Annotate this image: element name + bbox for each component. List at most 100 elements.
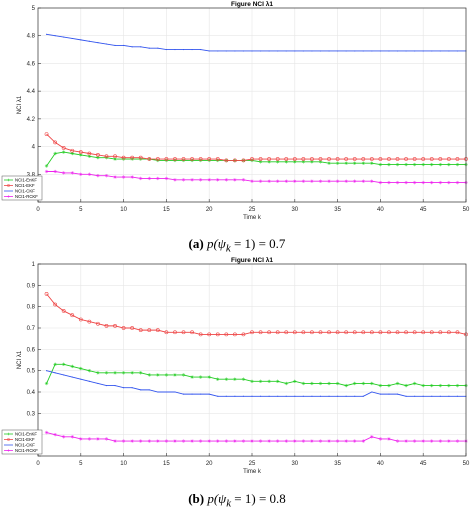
legend-label: NCI1-EnKF <box>15 178 37 183</box>
data-point <box>200 49 202 51</box>
data-point <box>344 161 348 165</box>
data-point <box>422 395 424 397</box>
data-point <box>53 151 57 156</box>
data-point <box>173 157 177 161</box>
data-point <box>79 172 83 176</box>
data-point <box>446 157 451 161</box>
data-point <box>61 435 66 439</box>
data-point <box>318 179 323 183</box>
data-point <box>104 323 109 328</box>
x-tick-label: 15 <box>163 461 170 467</box>
data-point <box>412 157 417 161</box>
y-tick-label: 5 <box>32 6 36 12</box>
data-point <box>181 373 186 377</box>
data-point <box>395 330 400 335</box>
data-point <box>164 373 169 377</box>
data-point <box>80 378 82 380</box>
data-point <box>224 158 229 163</box>
data-point <box>421 157 426 161</box>
data-point <box>292 157 297 161</box>
data-point <box>113 175 117 179</box>
data-point <box>361 330 366 335</box>
data-point <box>174 49 176 51</box>
data-point <box>439 395 441 397</box>
data-point <box>147 157 152 161</box>
data-point <box>258 160 263 164</box>
caption-b-expr-rhs: = 1) = 0.8 <box>231 491 286 506</box>
data-point <box>335 381 340 386</box>
data-point <box>79 153 83 157</box>
data-point <box>121 326 126 330</box>
data-point <box>335 179 340 183</box>
data-point <box>302 395 304 397</box>
data-point <box>63 374 65 376</box>
data-point <box>387 180 391 185</box>
data-point <box>327 157 331 161</box>
data-point <box>301 381 306 386</box>
data-point <box>44 164 49 168</box>
data-point <box>208 393 210 395</box>
data-point <box>130 371 134 375</box>
data-point <box>267 179 271 183</box>
data-point <box>123 387 125 389</box>
data-point <box>284 330 289 335</box>
data-point <box>113 439 117 443</box>
data-point <box>395 439 400 443</box>
data-point <box>174 391 176 393</box>
data-point <box>422 50 424 52</box>
data-point <box>46 370 48 372</box>
axes-frame <box>37 7 467 203</box>
y-tick-label: 4.4 <box>27 89 36 95</box>
data-point <box>217 395 219 397</box>
chart-a: 0 5 10 15 20 25 30 35 40 45 50 3.8 4 4.2 4.4 4.6 4.8 5 Fig… <box>1 0 470 221</box>
data-point <box>275 379 280 384</box>
data-point <box>371 50 373 52</box>
data-point <box>388 50 390 52</box>
data-point <box>147 439 151 443</box>
data-point <box>207 439 211 443</box>
data-point <box>233 178 237 182</box>
x-tick-label: 45 <box>420 461 427 467</box>
data-point <box>301 179 306 183</box>
data-point <box>337 395 339 397</box>
data-point <box>242 50 244 52</box>
data-point <box>404 439 408 443</box>
data-point <box>224 439 229 443</box>
data-point <box>53 302 58 307</box>
data-point <box>405 395 407 397</box>
data-point <box>455 180 460 185</box>
data-point <box>395 157 400 161</box>
data-point <box>327 330 331 335</box>
data-point <box>414 50 416 52</box>
data-point <box>241 377 246 381</box>
x-tick-label: 45 <box>420 207 427 213</box>
data-point <box>198 178 203 182</box>
data-point <box>404 180 408 185</box>
data-point <box>104 173 109 178</box>
data-point <box>155 157 160 161</box>
data-point <box>130 326 135 330</box>
caption-a-expr-sub: k <box>225 242 231 255</box>
data-point <box>181 157 186 161</box>
data-point <box>370 381 374 386</box>
data-point <box>216 178 220 182</box>
data-point <box>429 157 434 161</box>
data-point <box>388 393 390 395</box>
x-tick-label: 20 <box>206 207 213 213</box>
x-tick-label: 5 <box>79 461 83 467</box>
data-point <box>267 330 272 335</box>
data-point <box>138 155 143 160</box>
data-point <box>130 175 134 179</box>
data-point <box>318 439 323 443</box>
data-point <box>397 393 399 395</box>
legend-label: NCI1-EKF <box>15 437 35 442</box>
data-point <box>370 435 374 439</box>
legend-label: NCI1-RCKF <box>15 448 38 453</box>
data-point <box>207 375 211 379</box>
data-point <box>285 50 287 52</box>
data-point <box>121 175 126 179</box>
data-point <box>447 439 451 443</box>
data-point <box>140 46 142 48</box>
data-point <box>430 180 434 185</box>
